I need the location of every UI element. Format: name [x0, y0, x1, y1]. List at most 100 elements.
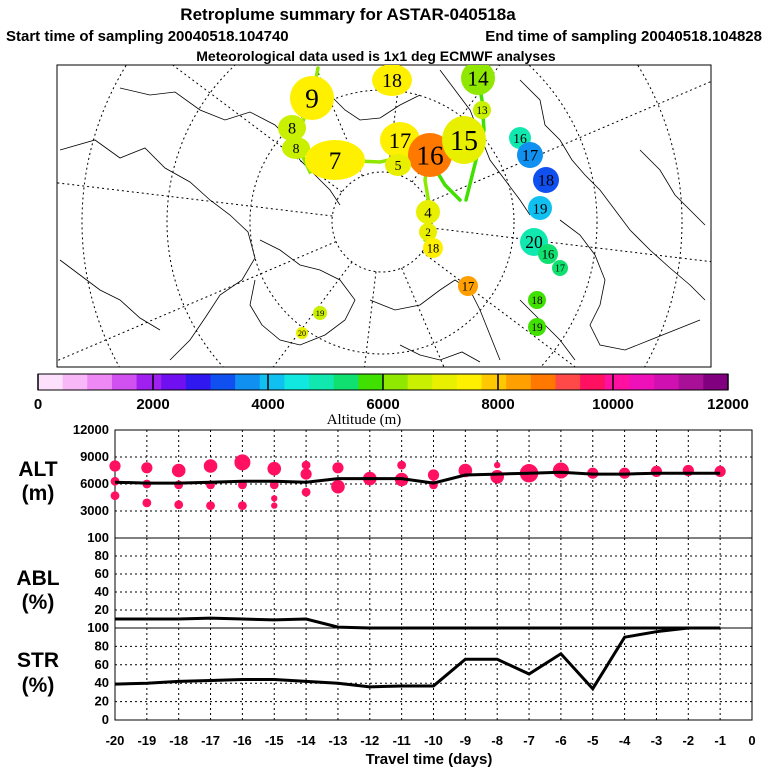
plume-label: 16 — [416, 140, 444, 171]
abl-y-tick-label: 80 — [95, 548, 109, 563]
colorbar-swatch — [259, 374, 285, 390]
plume-label: 18 — [531, 295, 543, 307]
plume-label: 16 — [542, 247, 555, 261]
str-y-tick-label: 20 — [95, 694, 109, 709]
alt-cluster-dot — [490, 470, 505, 484]
alt-cluster-dot — [141, 462, 153, 474]
map-frame — [56, 64, 712, 368]
plume-label: 17 — [462, 279, 475, 293]
colorbar-swatch — [185, 374, 211, 390]
end-time-text: End time of sampling 20040518.104828 — [485, 28, 762, 45]
plume-label: 2 — [425, 227, 431, 239]
alt-cluster-dot — [650, 465, 663, 477]
meridian-line — [57, 182, 333, 217]
alt-cluster-dot — [301, 460, 311, 470]
colorbar-swatch — [407, 374, 433, 390]
colorbar-swatch — [456, 374, 483, 390]
alt-cluster-dot — [714, 465, 726, 477]
plume-blob — [372, 65, 412, 96]
colorbar-swatch — [506, 374, 532, 390]
colorbar-tick-label: 12000 — [707, 396, 749, 413]
colorbar-swatch — [629, 374, 655, 390]
colorbar-tick-label: 0 — [34, 396, 42, 413]
x-tick-label: -11 — [393, 733, 411, 748]
colorbar-swatch — [432, 374, 458, 390]
alt-y-tick-label: 9000 — [80, 449, 109, 464]
altitude-colorbar: 0 2000 4000 6000 8000 10000 12000 — [34, 373, 749, 413]
x-tick-label: 0 — [748, 733, 755, 748]
abl-y-tick-label: 60 — [95, 566, 109, 581]
abl-panel-unit: (%) — [22, 591, 55, 614]
alt-cluster-dot — [110, 491, 120, 501]
time-series-panels: ALT (m) ABL (%) STR (%) Travel time (day… — [16, 422, 755, 768]
colorbar-swatch — [284, 374, 310, 390]
colorbar-swatch — [333, 374, 359, 390]
meridian-line — [57, 241, 337, 362]
plume-blob — [423, 238, 443, 258]
plume-blob — [296, 327, 308, 339]
meridian-line — [431, 227, 711, 263]
alt-cluster-dot — [206, 501, 215, 510]
str-panel-label: STR — [17, 649, 59, 672]
abl-series-line — [115, 616, 721, 630]
plume-label: 7 — [329, 148, 342, 175]
alt-cluster-dot — [427, 469, 440, 481]
x-tick-label: -15 — [265, 733, 284, 748]
plume-label: 19 — [531, 322, 543, 334]
plume-label: 13 — [476, 105, 488, 117]
str-panel-unit: (%) — [22, 674, 55, 697]
alt-cluster-dot — [397, 460, 407, 470]
abl-panel-label: ABL — [16, 567, 59, 590]
x-tick-label: -16 — [233, 733, 252, 748]
met-data-text: Meteorological data used is 1x1 deg ECMW… — [196, 48, 556, 64]
alt-cluster-dot — [331, 479, 345, 494]
x-tick-label: -14 — [297, 733, 317, 748]
colorbar-tick-label: 10000 — [592, 396, 634, 413]
plume-blob — [416, 200, 440, 224]
colorbar-swatch — [654, 374, 680, 390]
x-tick-label: -7 — [523, 733, 535, 748]
plume-label: 17 — [522, 147, 538, 165]
plume-label: 8 — [293, 141, 300, 156]
str-y-tick-label: 0 — [102, 712, 109, 727]
plume-blob — [517, 142, 543, 168]
plume-label: 17 — [389, 128, 412, 153]
colorbar-swatch — [235, 374, 261, 390]
plume-blob — [385, 154, 411, 176]
alt-panel-unit: (m) — [22, 482, 55, 505]
alt-y-tick-label: 6000 — [80, 476, 109, 491]
plume-blob — [282, 137, 310, 159]
x-tick-label: -4 — [619, 733, 631, 748]
alt-cluster-dot — [271, 495, 278, 502]
plume-blob — [528, 318, 546, 336]
plume-label: 18 — [538, 172, 554, 190]
x-tick-label: -1 — [714, 733, 726, 748]
str-y-tick-label: 60 — [95, 657, 109, 672]
x-tick-label: -18 — [169, 733, 188, 748]
colorbar-swatch — [161, 374, 187, 390]
plume-blob — [305, 140, 365, 180]
colorbar-tick-label: 4000 — [251, 396, 284, 413]
meridian-line — [364, 271, 377, 367]
alt-cluster-dot — [332, 462, 344, 474]
alt-cluster-dot — [271, 502, 278, 509]
plume-blob — [528, 196, 552, 220]
plume-blob — [552, 260, 568, 276]
figure-title: Retroplume summary for ASTAR-040518a — [180, 5, 516, 24]
plume-label: 20 — [525, 232, 543, 252]
alt-y-tick-label: 3000 — [80, 503, 109, 518]
meridian-line — [314, 65, 363, 177]
plume-blob — [528, 291, 546, 309]
alt-cluster-dot — [174, 500, 184, 510]
alt-cluster-dot — [300, 468, 312, 480]
colorbar-swatch — [87, 374, 113, 390]
plume-blob — [461, 65, 495, 95]
meridian-line — [427, 80, 711, 203]
colorbar-swatch — [383, 374, 409, 390]
plume-label: 20 — [298, 329, 306, 338]
x-tick-label: -10 — [424, 733, 443, 748]
alt-cluster-dot — [238, 501, 247, 510]
colorbar-swatch — [62, 374, 88, 390]
